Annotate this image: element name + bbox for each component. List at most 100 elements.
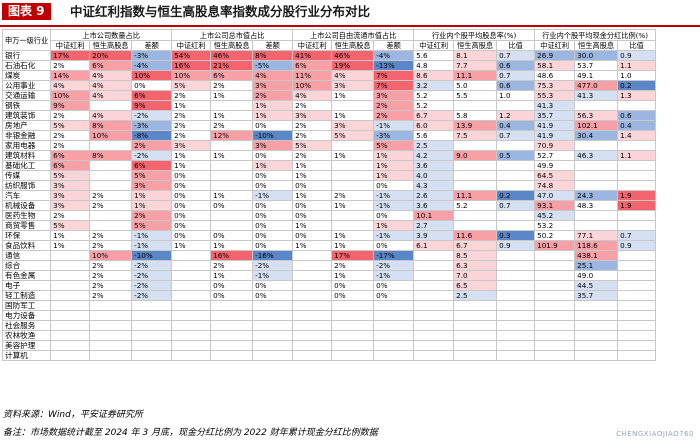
column-header: 恒生高股息 bbox=[453, 40, 498, 51]
industry-label: 国防军工 bbox=[1, 300, 52, 311]
table-cell: 5.8 bbox=[453, 110, 498, 121]
table-cell bbox=[373, 320, 415, 331]
table-cell: 101.9 bbox=[534, 240, 576, 251]
table-cell bbox=[131, 340, 173, 351]
table-cell bbox=[331, 100, 375, 111]
table-cell bbox=[210, 340, 254, 351]
table-cell: 0.6 bbox=[617, 110, 657, 121]
table-cell: 4% bbox=[89, 80, 133, 91]
table-row: 美容护理 bbox=[1, 340, 657, 351]
table-row: 轻工制造 2% -2% 0% 0% 0% 0% 2.5 35.7 bbox=[1, 290, 657, 301]
table-cell: 55.3 bbox=[534, 90, 576, 101]
table-cell bbox=[331, 220, 375, 231]
table-cell bbox=[292, 280, 333, 291]
table-cell: -1% bbox=[373, 230, 415, 241]
table-cell: -10% bbox=[131, 250, 173, 261]
table-cell: 41.9 bbox=[534, 120, 576, 131]
table-cell: 3% bbox=[331, 80, 375, 91]
table-cell: 2% bbox=[89, 270, 133, 281]
table-cell bbox=[496, 290, 536, 301]
table-cell: 4% bbox=[50, 80, 91, 91]
table-cell bbox=[171, 260, 212, 271]
table-cell: 0% bbox=[171, 180, 212, 191]
industry-label: 电子 bbox=[1, 280, 52, 291]
table-cell: 3% bbox=[50, 200, 91, 211]
column-header: 中证红利 bbox=[50, 40, 91, 51]
table-row: 机械设备 3% 2% 1% 0% 0% 0% 0% 1% -1% 3.6 5.2 0.7 93.1 48.3… bbox=[1, 200, 657, 211]
table-cell: 2.6 bbox=[413, 190, 455, 201]
table-cell: 6.0 bbox=[413, 120, 455, 131]
table-cell bbox=[534, 310, 576, 321]
table-cell bbox=[534, 300, 576, 311]
table-cell: 1% bbox=[252, 100, 294, 111]
table-cell: -1% bbox=[131, 240, 173, 251]
table-cell: -10% bbox=[252, 130, 294, 141]
column-header: 差额 bbox=[373, 40, 415, 51]
table-cell: -2% bbox=[131, 270, 173, 281]
table-row: 银行 17% 20% -3% 54% 46% 8% 41% 46% -4% 5.6 8.1 0.7 26.… bbox=[1, 50, 657, 61]
column-header: 恒生高股息 bbox=[331, 40, 375, 51]
table-cell: 5% bbox=[131, 220, 173, 231]
table-cell: 1% bbox=[331, 90, 375, 101]
table-cell bbox=[292, 340, 333, 351]
table-cell: 6.1 bbox=[413, 240, 455, 251]
table-cell: 46% bbox=[331, 50, 375, 61]
table-cell: 1% bbox=[292, 190, 333, 201]
table-cell: 1% bbox=[171, 150, 212, 161]
table-cell bbox=[210, 320, 254, 331]
table-cell: 0% bbox=[252, 290, 294, 301]
table-cell: 48.3 bbox=[574, 200, 619, 211]
table-cell bbox=[331, 210, 375, 221]
table-cell: 5.6 bbox=[413, 50, 455, 61]
table-cell: 5.2 bbox=[413, 100, 455, 111]
industry-label: 家用电器 bbox=[1, 140, 52, 151]
table-cell: 48.6 bbox=[534, 70, 576, 81]
table-cell: 10% bbox=[292, 80, 333, 91]
table-cell bbox=[210, 100, 254, 111]
table-row: 房地产 5% 8% -3% 2% 2% 0% 2% 3% -1% 6.0 13.9 0.4 41.9 102… bbox=[1, 120, 657, 131]
table-cell: 0.5 bbox=[496, 150, 536, 161]
table-cell: 6% bbox=[210, 70, 254, 81]
table-cell: 1% bbox=[292, 170, 333, 181]
table-cell: 1.4 bbox=[617, 130, 657, 141]
table-cell: 19% bbox=[331, 60, 375, 71]
column-header: 中证红利 bbox=[534, 40, 576, 51]
table-cell: 2% bbox=[89, 260, 133, 271]
table-cell: 0% bbox=[292, 230, 333, 241]
table-cell bbox=[171, 310, 212, 321]
table-cell bbox=[496, 340, 536, 351]
figure-title-bar: 图表 9 中证红利指数与恒生高股息率指数成分股行业分布对比 bbox=[0, 0, 700, 27]
table-cell bbox=[453, 330, 498, 341]
table-cell: 0% bbox=[171, 210, 212, 221]
table-cell: 1% bbox=[331, 200, 375, 211]
table-cell bbox=[496, 330, 536, 341]
table-cell: 0% bbox=[252, 240, 294, 251]
table-cell: 3.9 bbox=[413, 230, 455, 241]
table-cell: 5% bbox=[373, 140, 415, 151]
table-cell: 1% bbox=[292, 240, 333, 251]
table-cell bbox=[292, 260, 333, 271]
table-cell bbox=[331, 170, 375, 181]
table-cell: 0% bbox=[171, 230, 212, 241]
table-cell bbox=[413, 280, 455, 291]
table-cell: 0% bbox=[252, 280, 294, 291]
table-cell bbox=[292, 270, 333, 281]
table-cell bbox=[252, 320, 294, 331]
table-cell bbox=[50, 350, 91, 361]
table-cell bbox=[617, 180, 657, 191]
table-cell: 6.3 bbox=[453, 260, 498, 271]
table-cell bbox=[252, 310, 294, 321]
table-cell: 2.5 bbox=[453, 290, 498, 301]
table-cell: 0% bbox=[373, 240, 415, 251]
industry-label: 纺织服饰 bbox=[1, 180, 52, 191]
table-cell bbox=[496, 180, 536, 191]
table-cell: 5% bbox=[50, 120, 91, 131]
table-cell: 20% bbox=[89, 50, 133, 61]
table-cell bbox=[252, 330, 294, 341]
table-cell: 2% bbox=[89, 280, 133, 291]
table-cell: -3% bbox=[131, 50, 173, 61]
table-cell bbox=[50, 330, 91, 341]
table-row: 钢铁 9% 9% 1% 1% 2% 2% 5.2 41.3 bbox=[1, 100, 657, 111]
table-cell: 56.3 bbox=[574, 110, 619, 121]
table-cell: 2% bbox=[171, 90, 212, 101]
